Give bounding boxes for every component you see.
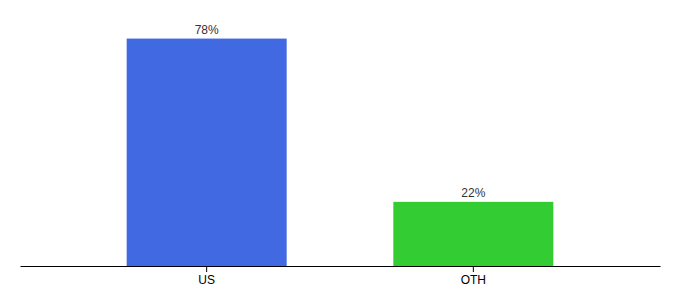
tick: US — [198, 266, 215, 287]
tick-mark — [206, 266, 207, 272]
bar — [393, 202, 553, 266]
chart-container: 78% 22% US OTH — [0, 0, 680, 300]
data-label: 22% — [461, 186, 485, 200]
tick: OTH — [461, 266, 486, 287]
tick-mark — [473, 266, 474, 272]
bars — [127, 39, 554, 266]
bar — [127, 39, 287, 266]
axis-line — [21, 266, 661, 267]
x-axis: US OTH — [21, 266, 661, 287]
tick-label: US — [198, 273, 215, 287]
plot-area: 78% 22% US OTH — [21, 23, 661, 287]
data-labels: 78% 22% — [195, 23, 486, 200]
chart-svg: 78% 22% US OTH — [0, 0, 680, 300]
data-label: 78% — [195, 23, 219, 37]
tick-label: OTH — [461, 273, 486, 287]
